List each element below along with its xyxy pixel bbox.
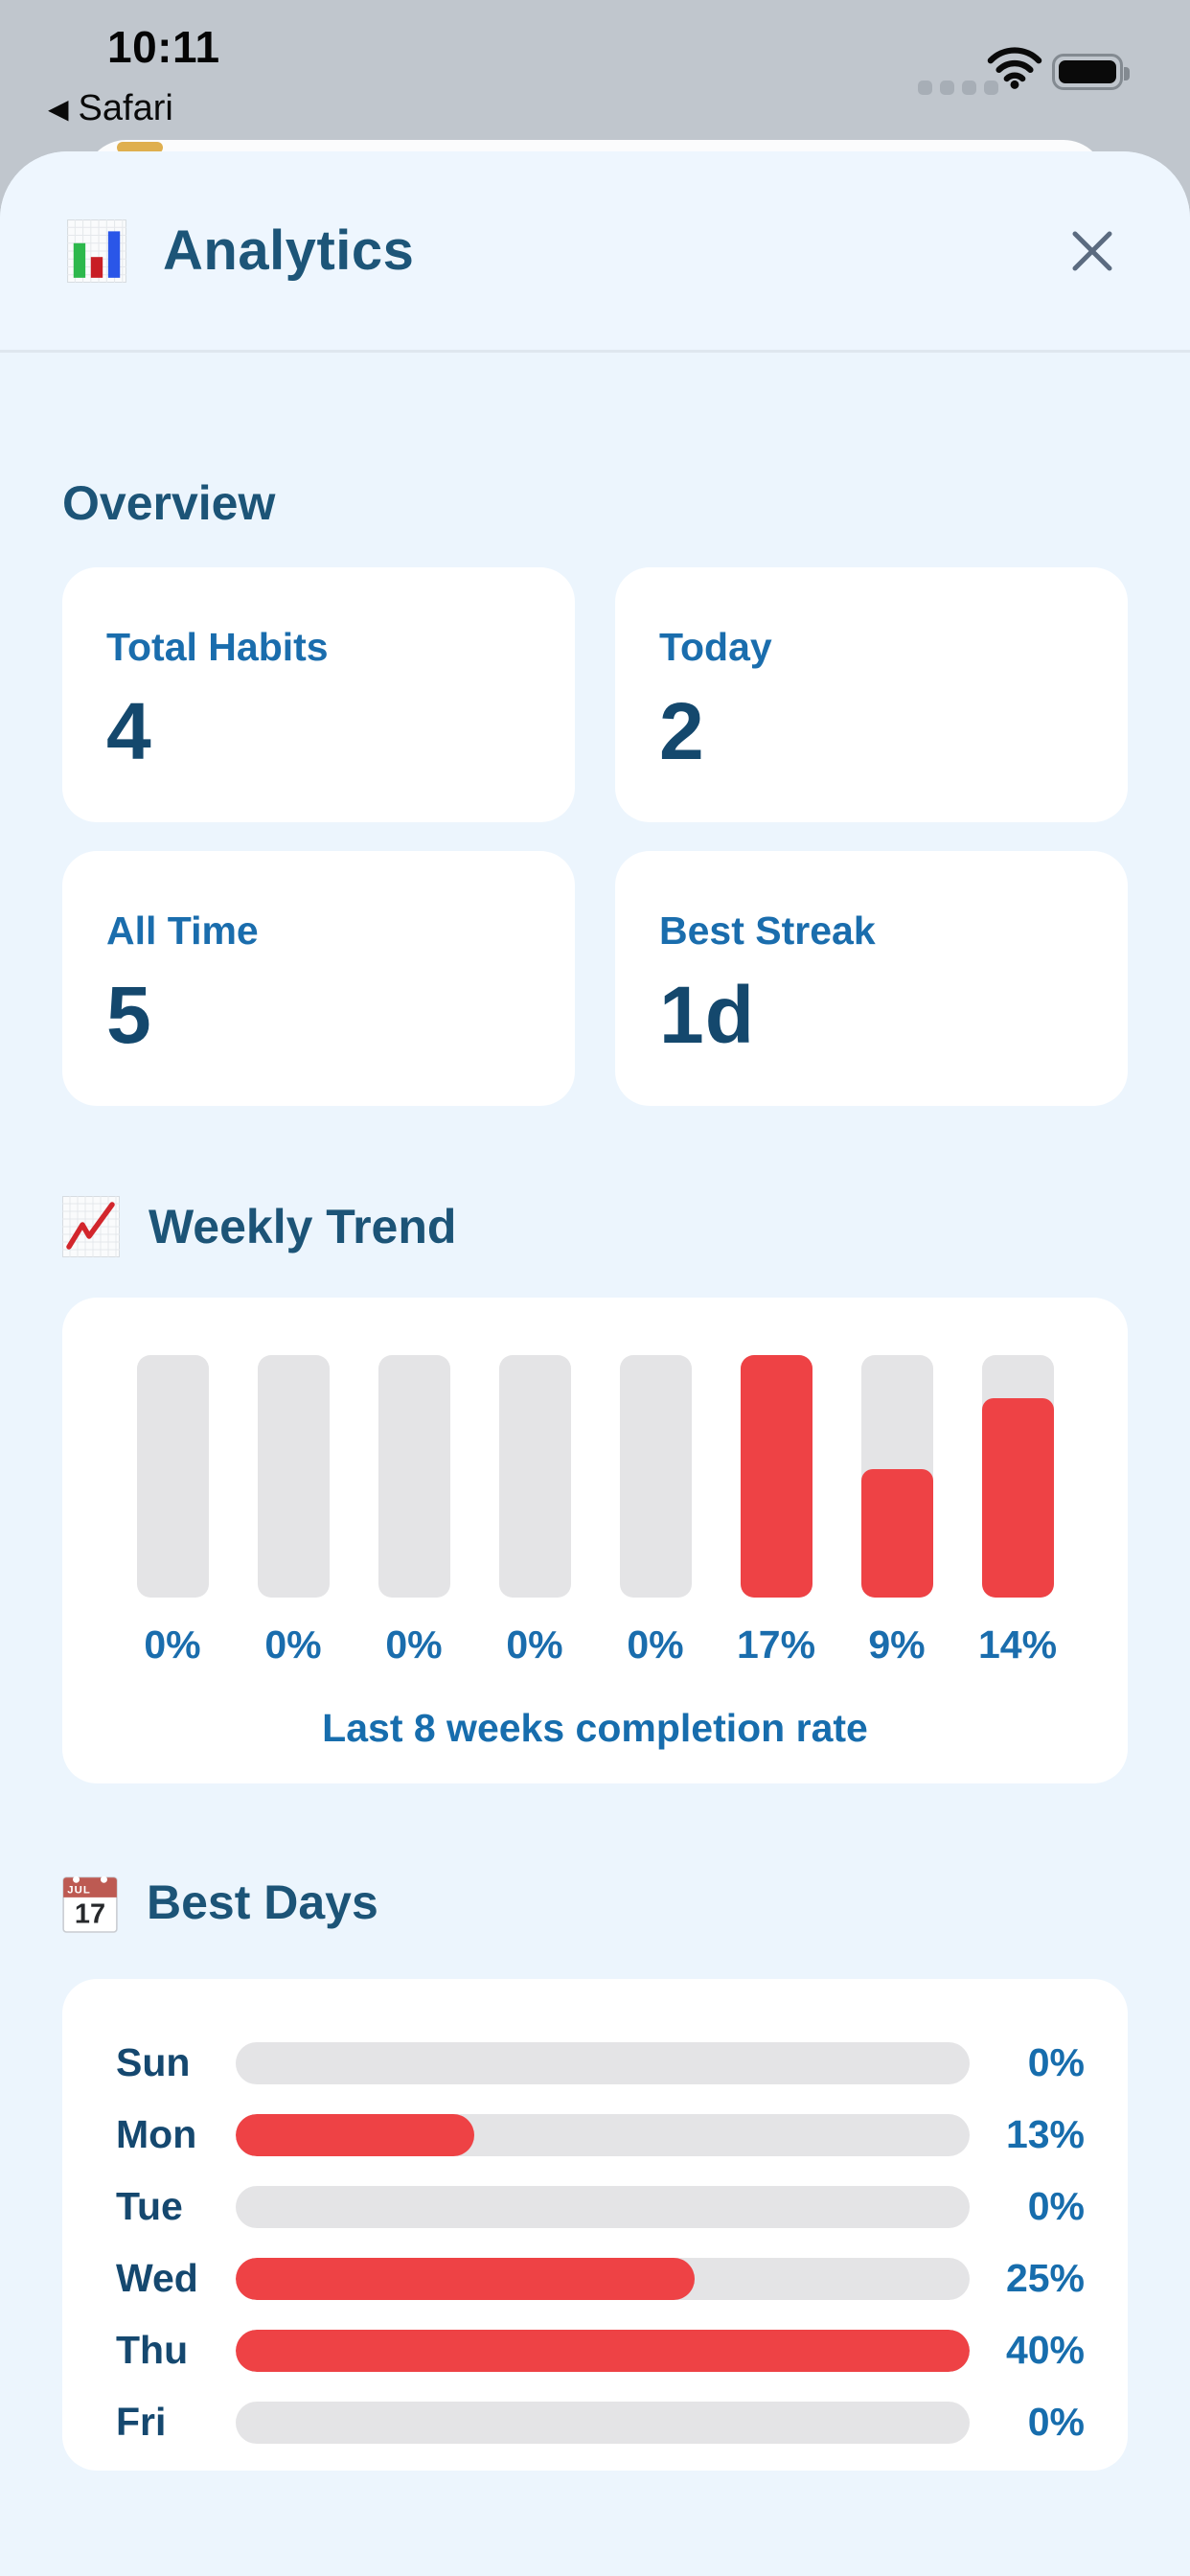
weekly-bar-label: 0%	[506, 1622, 563, 1667]
day-row-fri: Fri 0%	[116, 2386, 1085, 2458]
weekly-bar-label: 14%	[977, 1622, 1058, 1667]
weekly-bar: 9%	[860, 1355, 933, 1668]
close-button[interactable]	[1062, 220, 1123, 282]
best-days-card: Sun 0% Mon 13% Tue 0% Wed 25% Thu 40% Fri 0%	[62, 1979, 1128, 2471]
day-bar-track	[236, 2257, 970, 2300]
stat-card-all-time: All Time 5	[62, 851, 575, 1106]
weekly-trend-bars: 0% 0% 0% 0% 0% 17% 9% 14%	[62, 1355, 1128, 1668]
day-name: Mon	[116, 2112, 197, 2156]
stat-card-best-streak: Best Streak 1d	[615, 851, 1128, 1106]
day-row-mon: Mon 13%	[116, 2099, 1085, 2171]
day-name: Tue	[116, 2184, 183, 2228]
background-peek-decoration	[117, 142, 163, 153]
stat-card-label: All Time	[106, 908, 259, 953]
weekly-bar-label: 0%	[385, 1622, 443, 1667]
day-row-tue: Tue 0%	[116, 2171, 1085, 2242]
sheet-header: Analytics	[0, 151, 1190, 353]
day-name: Sun	[116, 2040, 191, 2084]
stat-card-value: 4	[106, 686, 152, 776]
stat-card-label: Best Streak	[659, 908, 876, 953]
svg-text:17: 17	[75, 1899, 105, 1930]
day-row-wed: Wed 25%	[116, 2242, 1085, 2314]
battery-icon	[1052, 54, 1130, 90]
cellular-dots-icon	[918, 80, 998, 95]
weekly-bar: 14%	[978, 1355, 1057, 1668]
weekly-trend-heading-label: Weekly Trend	[149, 1200, 457, 1254]
day-bar-fill	[236, 2113, 474, 2156]
weekly-bar-label: 0%	[264, 1622, 322, 1667]
svg-text:JUL: JUL	[67, 1885, 91, 1897]
day-name: Fri	[116, 2400, 167, 2444]
weekly-bar-track	[257, 1355, 330, 1598]
weekly-bar-track	[619, 1355, 692, 1598]
stat-card-label: Total Habits	[106, 625, 329, 669]
day-percent: 0%	[1027, 2040, 1085, 2084]
back-to-safari-button[interactable]: ◀ Safari	[48, 88, 173, 129]
day-name: Wed	[116, 2256, 198, 2300]
weekly-bar-fill	[981, 1397, 1054, 1598]
best-days-heading: JUL 17 Best Days	[62, 1872, 1128, 1933]
weekly-bar-track	[860, 1355, 933, 1598]
weekly-trend-card: 0% 0% 0% 0% 0% 17% 9% 14% Last 8 weeks completi…	[62, 1298, 1128, 1783]
weekly-bar: 0%	[257, 1355, 330, 1668]
stat-card-total-habits: Total Habits 4	[62, 567, 575, 822]
weekly-bar: 0%	[136, 1355, 209, 1668]
chart-increasing-emoji-icon	[62, 1196, 120, 1257]
close-icon	[1072, 231, 1112, 270]
status-bar: 10:11 ◀ Safari	[0, 0, 1190, 151]
page-title: Analytics	[163, 219, 415, 282]
weekly-trend-heading: Weekly Trend	[62, 1196, 1128, 1257]
overview-cards: Total Habits 4 Today 2 All Time 5 Best Streak 1…	[62, 567, 1128, 1106]
day-percent: 25%	[1005, 2256, 1085, 2300]
sheet-scroll-content[interactable]: Overview Total Habits 4 Today 2 All Time 5 Bes…	[0, 475, 1190, 2471]
stat-card-label: Today	[659, 625, 772, 669]
day-name: Thu	[116, 2328, 189, 2372]
stat-card-value: 1d	[659, 970, 756, 1060]
day-bar-track	[236, 2113, 970, 2156]
weekly-bar-fill	[740, 1355, 812, 1598]
weekly-bar: 0%	[378, 1355, 450, 1668]
overview-heading: Overview	[62, 476, 276, 530]
day-bar-track	[236, 2041, 970, 2084]
calendar-emoji-icon: JUL 17	[62, 1875, 118, 1933]
day-percent: 0%	[1027, 2400, 1085, 2444]
back-arrow-icon: ◀	[48, 94, 69, 124]
weekly-bar-track	[740, 1355, 812, 1598]
analytics-sheet: Analytics Overview Total Habits 4 Today 2 Al…	[0, 151, 1190, 2576]
weekly-bar: 0%	[498, 1355, 571, 1668]
stat-card-today: Today 2	[615, 567, 1128, 822]
weekly-bar: 0%	[619, 1355, 692, 1668]
stat-card-value: 5	[106, 970, 152, 1060]
weekly-bar-fill	[860, 1469, 933, 1598]
day-percent: 0%	[1027, 2184, 1085, 2228]
wifi-icon	[987, 47, 1042, 89]
day-percent: 13%	[1005, 2112, 1085, 2156]
day-row-sun: Sun 0%	[116, 2027, 1085, 2099]
day-row-partial	[116, 2458, 1085, 2471]
day-bar-fill	[236, 2257, 695, 2300]
day-bar-fill	[236, 2329, 970, 2372]
day-bar-track	[236, 2329, 970, 2372]
stat-card-value: 2	[659, 686, 705, 776]
weekly-bar-track	[498, 1355, 571, 1598]
weekly-bar-track	[378, 1355, 450, 1598]
back-app-label: Safari	[78, 88, 173, 128]
day-bar-track	[236, 2185, 970, 2228]
bar-chart-emoji-icon	[67, 218, 126, 283]
day-percent: 40%	[1005, 2328, 1085, 2372]
weekly-bar-label: 9%	[868, 1622, 926, 1667]
weekly-bar-track	[136, 1355, 209, 1598]
weekly-bar-label: 0%	[144, 1622, 201, 1667]
weekly-trend-caption: Last 8 weeks completion rate	[322, 1706, 868, 1750]
best-days-heading-label: Best Days	[147, 1875, 378, 1929]
day-bar-track	[236, 2401, 970, 2444]
status-time: 10:11	[107, 22, 220, 72]
day-row-thu: Thu 40%	[116, 2314, 1085, 2386]
weekly-bar-label: 17%	[736, 1622, 816, 1667]
weekly-bar: 17%	[737, 1355, 815, 1668]
weekly-bar-label: 0%	[627, 1622, 684, 1667]
weekly-bar-track	[981, 1355, 1054, 1598]
